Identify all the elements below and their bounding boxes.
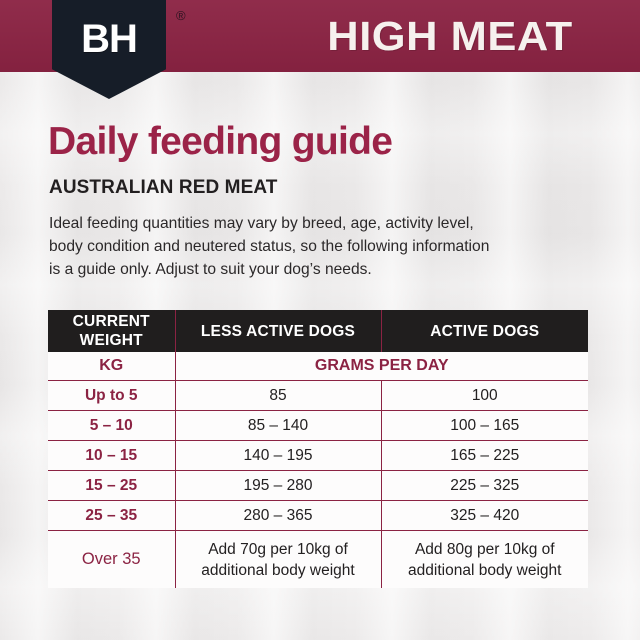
table-row: 15 – 25 195 – 280 225 – 325 [48,470,588,501]
black-hawk-shield-logo: BH [52,0,166,99]
cell-active: 100 – 165 [381,410,588,441]
intro-line-1: Ideal feeding quantities may vary by bre… [49,215,474,232]
subheader-unit-kg: KG [48,352,176,381]
table-row: 10 – 15 140 – 195 165 – 225 [48,440,588,471]
logo-monogram: BH [81,17,138,61]
cell-weight: 5 – 10 [48,410,176,441]
cell-active: 325 – 420 [381,500,588,531]
table-row: Over 35 Add 70g per 10kg of additional b… [48,530,588,589]
header-current-weight-line1: CURRENT [72,313,150,330]
header-current-weight-line2: WEIGHT [79,332,143,349]
table-subheader-row: KG GRAMS PER DAY [48,352,588,381]
cell-less-active-line1: Add 70g per 10kg of [208,540,348,558]
intro-paragraph: Ideal feeding quantities may vary by bre… [49,212,589,281]
cell-less-active: 85 – 140 [175,410,382,441]
cell-weight: 10 – 15 [48,440,176,471]
cell-active: Add 80g per 10kg of additional body weig… [381,531,588,589]
cell-less-active-line2: additional body weight [201,561,355,579]
header-active-dogs: ACTIVE DOGS [381,310,588,352]
cell-active: 100 [381,380,588,411]
cell-active-line1: Add 80g per 10kg of [414,540,555,558]
cell-less-active: 280 – 365 [175,500,382,531]
cell-active: 225 – 325 [381,470,588,501]
page-subtitle: AUSTRALIAN RED MEAT [49,177,278,198]
feeding-guide-table: CURRENT WEIGHT LESS ACTIVE DOGS ACTIVE D… [48,310,588,588]
page-title: Daily feeding guide [48,120,393,163]
cell-active-line2: additional body weight [408,561,562,579]
subheader-grams-per-day: GRAMS PER DAY [175,352,588,381]
cell-less-active: 85 [175,380,382,411]
intro-line-2: body condition and neutered status, so t… [49,238,490,255]
product-range-headline: HIGH MEAT [327,13,573,59]
cell-weight: Over 35 [48,530,176,588]
intro-line-3: is a guide only. Adjust to suit your dog… [49,261,372,278]
cell-less-active: 140 – 195 [175,440,382,471]
cell-less-active: 195 – 280 [175,470,382,501]
table-row: Up to 5 85 100 [48,380,588,411]
table-header-row: CURRENT WEIGHT LESS ACTIVE DOGS ACTIVE D… [48,310,588,352]
cell-less-active: Add 70g per 10kg of additional body weig… [175,530,382,588]
registered-trademark-icon: ® [176,8,186,23]
cell-weight: 15 – 25 [48,470,176,501]
cell-weight: 25 – 35 [48,500,176,531]
header-current-weight: CURRENT WEIGHT [48,310,176,352]
cell-weight: Up to 5 [48,380,176,411]
table-row: 5 – 10 85 – 140 100 – 165 [48,410,588,441]
table-body: Up to 5 85 100 5 – 10 85 – 140 100 – 165… [48,380,588,589]
table-row: 25 – 35 280 – 365 325 – 420 [48,500,588,531]
cell-active: 165 – 225 [381,440,588,471]
header-less-active-dogs: LESS ACTIVE DOGS [175,310,382,352]
